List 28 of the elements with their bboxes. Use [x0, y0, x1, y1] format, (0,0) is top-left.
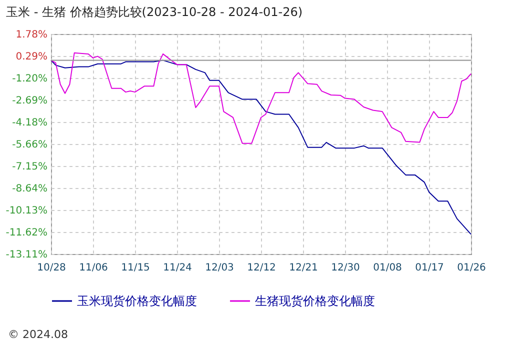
- y-tick-label: -4.18%: [12, 118, 48, 129]
- x-tick-label: 11/06: [79, 262, 108, 274]
- y-tick-label: 0.29%: [16, 52, 48, 63]
- x-tick-label: 12/30: [331, 262, 360, 274]
- x-tick-label: 12/21: [289, 262, 318, 274]
- x-tick-label: 12/12: [247, 262, 276, 274]
- y-tick-label: -1.20%: [12, 74, 48, 85]
- legend-label: 生猪现货价格变化幅度: [255, 294, 375, 308]
- line-series: [50, 60, 472, 235]
- x-tick-label: 11/15: [121, 262, 150, 274]
- x-tick-label: 11/24: [163, 262, 192, 274]
- y-tick-label: -5.66%: [12, 139, 48, 150]
- x-tick-label: 12/03: [205, 262, 234, 274]
- text: © 2024.08: [8, 328, 68, 341]
- x-tick-label: 01/08: [373, 262, 402, 274]
- chart-title: 玉米 - 生猪 价格趋势比较(2023-10-28 - 2024-01-26): [6, 5, 303, 19]
- y-tick-label: -10.13%: [6, 205, 48, 216]
- x-tick-label: 01/26: [457, 262, 486, 274]
- y-tick-label: -8.64%: [12, 183, 48, 194]
- x-tick-label: 01/17: [415, 262, 444, 274]
- legend-label: 玉米现货价格变化幅度: [77, 294, 197, 308]
- y-tick-label: -7.15%: [12, 161, 48, 172]
- y-tick-label: -13.11%: [6, 250, 48, 260]
- y-tick-label: -11.62%: [6, 227, 48, 238]
- y-tick-label: -2.69%: [12, 96, 48, 107]
- y-tick-label: 1.78%: [16, 30, 48, 40]
- line-series: [50, 52, 472, 144]
- x-tick-label: 10/28: [37, 262, 66, 274]
